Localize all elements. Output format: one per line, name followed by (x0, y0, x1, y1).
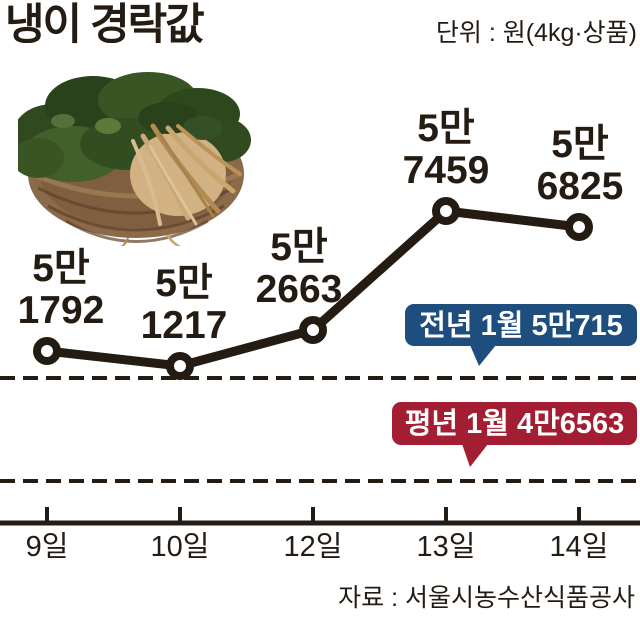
page-title: 냉이 경락값 (5, 1, 205, 49)
bubble-label: 전년 1월 5만715 (419, 309, 622, 342)
data-point-label: 5만 (551, 123, 609, 166)
data-point-label: 5만 (32, 247, 90, 290)
x-tick-label: 12일 (284, 531, 343, 563)
data-point-marker (432, 197, 460, 225)
data-point-marker (565, 213, 593, 241)
bubble-body (405, 304, 637, 346)
annotation-bubble-avg-year: 평년 1월 4만6563 (392, 402, 637, 467)
data-point-label: 5만 (155, 262, 213, 305)
source-credit: 자료 : 서울시농수산식품공사 (338, 584, 635, 612)
unit-label: 단위 : 원(4kg·상품) (435, 19, 637, 47)
data-point-marker (299, 316, 327, 344)
data-point-label: 7459 (403, 149, 490, 192)
x-tick-label: 9일 (26, 531, 69, 563)
bubble-tail (462, 444, 488, 467)
annotation-bubble-prev-year: 전년 1월 5만715 (405, 304, 637, 366)
data-point-marker (33, 337, 61, 365)
data-point-label: 6825 (537, 165, 624, 208)
bubble-label: 평년 1월 4만6563 (405, 407, 625, 440)
bubble-body (392, 402, 637, 445)
data-point-label: 5만 (270, 226, 328, 269)
data-point-label: 2663 (256, 268, 343, 311)
data-point-label: 1217 (141, 304, 228, 347)
x-tick-label: 10일 (151, 531, 210, 563)
data-point-marker (166, 352, 194, 380)
bubble-tail (470, 345, 496, 366)
data-point-label: 5만 (417, 107, 475, 150)
x-tick-label: 14일 (550, 531, 609, 563)
x-tick-label: 13일 (417, 531, 476, 563)
data-point-label: 1792 (18, 289, 105, 332)
shepherds-purse-photo (18, 72, 251, 246)
